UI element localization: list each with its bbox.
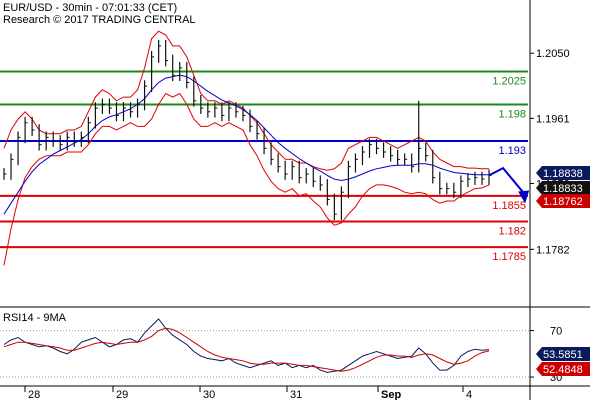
bollinger-upper — [3, 30, 489, 171]
value-box-label: 1.18833 — [543, 183, 583, 195]
rsi-tick-label: 70 — [550, 326, 562, 338]
value-box-label: 1.18838 — [543, 168, 583, 180]
value-box — [536, 194, 590, 208]
rsi-ma-line — [3, 327, 490, 372]
rsi-value-box-label: 52.4848 — [543, 364, 583, 376]
level-label: 1.1785 — [492, 251, 526, 263]
chart-copyright: Research © 2017 TRADING CENTRAL — [3, 14, 196, 26]
x-tick-label: 29 — [116, 389, 128, 400]
rsi-value-box — [536, 362, 590, 376]
x-tick-label: 28 — [28, 389, 40, 400]
value-box-label: 1.18762 — [543, 196, 583, 208]
value-box — [536, 181, 590, 195]
forecast-arrow-head — [518, 190, 530, 204]
time-axis: 28 29 30 31 Sep 4 — [24, 386, 472, 400]
rsi-line — [3, 318, 490, 373]
x-tick-label: 31 — [290, 389, 302, 400]
price-series — [3, 30, 530, 266]
forecast-arrow — [488, 166, 525, 195]
y-tick-label: 1.2050 — [536, 48, 570, 60]
rsi-title: RSI14 - 9MA — [3, 312, 67, 324]
value-box — [536, 166, 590, 180]
chart-title: EUR/USD - 30min - 07:01:33 (CET) — [3, 2, 177, 14]
rsi-value-box — [536, 347, 590, 361]
price-axis: 1.20501.19611.18721.17821.188381.188331.… — [530, 48, 590, 256]
level-label: 1.2025 — [492, 76, 526, 88]
level-label: 1.1855 — [492, 200, 526, 212]
moving-average-line — [3, 74, 489, 215]
rsi-value-box-label: 53.5851 — [543, 349, 583, 361]
bollinger-lower — [3, 92, 490, 266]
level-label: 1.198 — [498, 108, 526, 120]
x-tick-label: Sep — [381, 389, 401, 400]
x-tick-label: 4 — [466, 389, 472, 400]
y-tick-label: 1.1961 — [536, 113, 570, 125]
x-tick-label: 30 — [203, 389, 215, 400]
level-label: 1.182 — [498, 226, 526, 238]
level-label: 1.193 — [498, 145, 526, 157]
price-levels: 1.2025 1.198 1.193 1.1855 1.182 1.1785 — [0, 70, 528, 263]
y-tick-label: 1.1782 — [536, 244, 570, 256]
